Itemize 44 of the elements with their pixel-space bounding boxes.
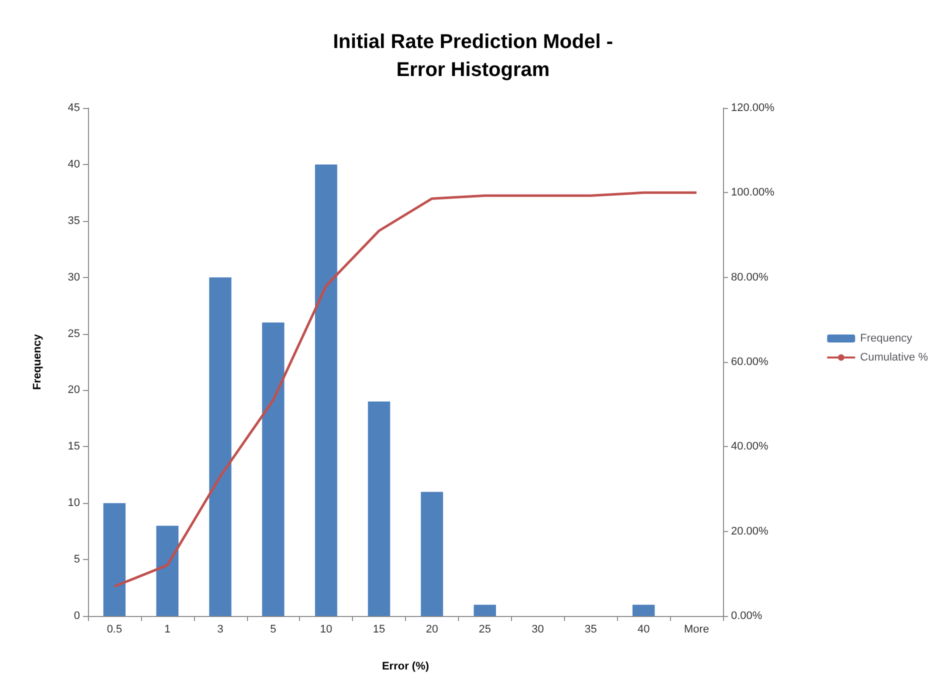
y2-tick-label: 100.00% bbox=[731, 186, 775, 199]
x-tick-label: 35 bbox=[584, 624, 597, 636]
y2-tick-label: 0.00% bbox=[731, 610, 762, 622]
line-series bbox=[113, 191, 698, 588]
legend-label: Cumulative % bbox=[860, 352, 928, 364]
chart-title: Initial Rate Prediction Model - Error Histogram bbox=[332, 31, 614, 81]
x-tick-label: 3 bbox=[217, 624, 224, 636]
y-tick-label: 40 bbox=[68, 158, 80, 170]
x-tick-label: 0.5 bbox=[106, 624, 122, 636]
y-tick-label: 45 bbox=[68, 102, 80, 114]
x-tick-label: 30 bbox=[532, 624, 544, 636]
y2-tick-label: 40.00% bbox=[731, 440, 769, 453]
y2-tick-label: 80.00% bbox=[731, 271, 769, 284]
y-tick-label: 25 bbox=[68, 328, 80, 340]
y-axis-title: Frequency bbox=[32, 333, 44, 390]
x-tick-label: 5 bbox=[270, 624, 276, 636]
x-tick-label: More bbox=[684, 624, 710, 636]
y-tick-label: 30 bbox=[68, 271, 80, 284]
bar bbox=[209, 277, 232, 616]
x-tick-label: 20 bbox=[426, 624, 438, 636]
bar bbox=[156, 526, 178, 616]
bar bbox=[103, 503, 126, 616]
bar bbox=[315, 164, 338, 616]
y2-tick-label: 20.00% bbox=[731, 525, 769, 538]
y-tick-label: 0 bbox=[74, 610, 80, 622]
x-tick-label: 1 bbox=[164, 624, 170, 636]
bar bbox=[474, 604, 496, 616]
y2-tick-label: 120.00% bbox=[731, 102, 775, 114]
x-tick-label: 40 bbox=[638, 624, 650, 636]
x-axis-title: Error (%) bbox=[382, 660, 430, 672]
legend-label: Frequency bbox=[860, 332, 913, 344]
bar bbox=[262, 322, 284, 616]
x-tick-label: 15 bbox=[372, 624, 386, 636]
y-tick-label: 15 bbox=[68, 440, 80, 453]
y-tick-label: 20 bbox=[68, 384, 80, 396]
x-tick-label: 25 bbox=[478, 624, 491, 636]
bar bbox=[632, 604, 655, 616]
y2-tick-label: 60.00% bbox=[731, 356, 769, 368]
x-tick-label: 10 bbox=[320, 624, 332, 636]
y-tick-label: 35 bbox=[68, 214, 80, 227]
y-tick-label: 10 bbox=[68, 497, 80, 510]
bar bbox=[420, 492, 444, 616]
y-tick-label: 5 bbox=[74, 554, 80, 566]
bar bbox=[368, 402, 390, 616]
